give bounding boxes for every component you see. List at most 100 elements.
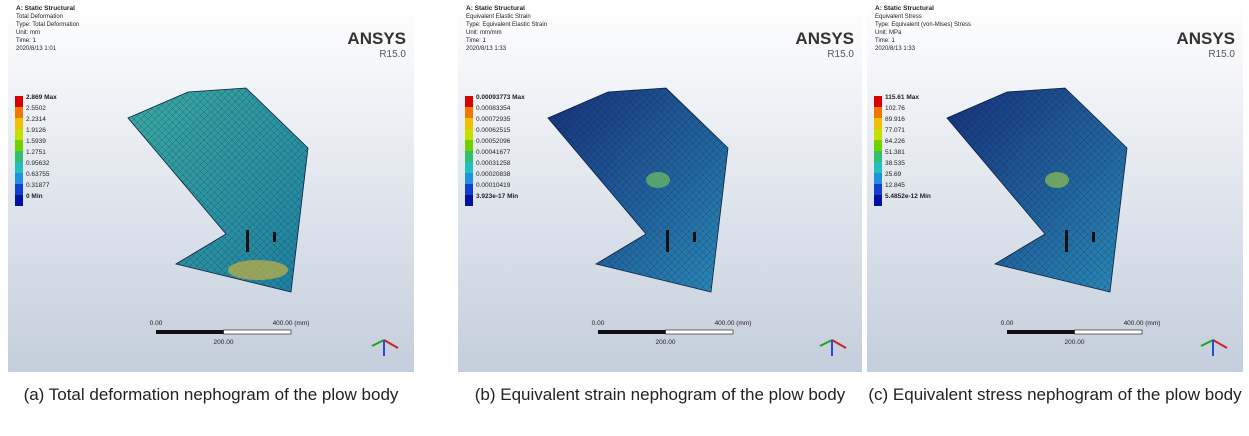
header-line: Time: 1 <box>466 38 486 44</box>
header-line: Type: Total Deformation <box>16 22 79 28</box>
legend-swatch <box>874 129 882 140</box>
legend-swatch <box>874 162 882 173</box>
caption: (c) Equivalent stress nephogram of the p… <box>859 384 1249 406</box>
scale-bar-black <box>1007 330 1075 334</box>
logo: ANSYS <box>795 29 854 48</box>
legend-swatch <box>15 96 23 107</box>
scale-mid: 200.00 <box>656 339 676 346</box>
header-line: Equivalent Stress <box>875 14 922 20</box>
legend-label: 0.00052096 <box>476 138 511 145</box>
scale-start: 0.00 <box>592 320 605 327</box>
legend-label: 0.00031258 <box>476 160 511 167</box>
header-line: Time: 1 <box>16 38 36 44</box>
version: R15.0 <box>827 49 854 60</box>
header-line: Unit: MPa <box>875 30 902 36</box>
legend-swatch <box>874 96 882 107</box>
legend-swatch <box>15 184 23 195</box>
caption: (b) Equivalent strain nephogram of the p… <box>450 384 870 406</box>
header-line: A: Static Structural <box>875 5 934 12</box>
legend-label: 38.535 <box>885 160 905 167</box>
hot-spot <box>228 260 288 280</box>
legend-label: 3.923e-17 Min <box>476 193 518 200</box>
scale-bar-white <box>1075 330 1143 334</box>
legend-swatch <box>465 107 473 118</box>
scale-bar-black <box>598 330 666 334</box>
slot <box>1092 232 1095 242</box>
ansys-view: A: Static Structural Total Deformation Typ… <box>8 0 414 372</box>
legend-label: 0.00093773 Max <box>476 94 525 101</box>
scale-start: 0.00 <box>150 320 163 327</box>
legend-swatch <box>465 118 473 129</box>
version: R15.0 <box>379 49 406 60</box>
scale-bar-black <box>156 330 224 334</box>
legend-label: 0.31877 <box>26 182 50 189</box>
slot <box>693 232 696 242</box>
legend-swatch <box>465 96 473 107</box>
legend-swatch <box>874 184 882 195</box>
logo: ANSYS <box>1176 29 1235 48</box>
legend-label: 0 Min <box>26 193 43 200</box>
legend-label: 0.95632 <box>26 160 50 167</box>
legend-label: 0.00020838 <box>476 171 511 178</box>
legend-swatch <box>465 184 473 195</box>
legend-label: 2.5502 <box>26 105 46 112</box>
legend-label: 0.63755 <box>26 171 50 178</box>
slot <box>273 232 276 242</box>
legend-swatch <box>465 173 473 184</box>
legend-label: 0.00010419 <box>476 182 511 189</box>
scale-start: 0.00 <box>1001 320 1014 327</box>
legend-label: 1.2751 <box>26 149 46 156</box>
legend-label: 12.845 <box>885 182 905 189</box>
legend-swatch <box>465 195 473 206</box>
legend-label: 5.4852e-12 Min <box>885 193 931 200</box>
legend-label: 64.226 <box>885 138 905 145</box>
legend-swatch <box>15 162 23 173</box>
scale-end: 400.00 (mm) <box>273 320 310 327</box>
header-line: Time: 1 <box>875 38 895 44</box>
hot-spot <box>1045 172 1069 188</box>
legend-label: 0.00041677 <box>476 149 511 156</box>
scale-end: 400.00 (mm) <box>1124 320 1161 327</box>
scale-bar-white <box>224 330 292 334</box>
legend-label: 0.00083354 <box>476 105 511 112</box>
legend-swatch <box>465 129 473 140</box>
scale-end: 400.00 (mm) <box>715 320 752 327</box>
legend-swatch <box>874 140 882 151</box>
logo: ANSYS <box>347 29 406 48</box>
header-line: Equivalent Elastic Strain <box>466 14 531 20</box>
scale-mid: 200.00 <box>1065 339 1085 346</box>
legend-swatch <box>874 118 882 129</box>
legend-swatch <box>15 151 23 162</box>
header-line: A: Static Structural <box>16 5 75 12</box>
header-line: A: Static Structural <box>466 5 525 12</box>
legend-swatch <box>15 173 23 184</box>
scale-mid: 200.00 <box>214 339 234 346</box>
legend-swatch <box>15 118 23 129</box>
header-line: Type: Equivalent Elastic Strain <box>466 22 547 28</box>
slot <box>1065 230 1068 252</box>
header-line: Total Deformation <box>16 14 63 20</box>
ansys-view: A: Static StructuralEquivalent StressTyp… <box>867 0 1243 372</box>
legend-swatch <box>874 173 882 184</box>
slot <box>666 230 669 252</box>
hot-spot <box>646 172 670 188</box>
legend-label: 25.69 <box>885 171 902 178</box>
legend-label: 0.00072935 <box>476 116 511 123</box>
legend-swatch <box>15 129 23 140</box>
header-line: 2020/8/13 1:33 <box>466 46 507 52</box>
figure: A: Static Structural Total Deformation Typ… <box>0 0 1249 436</box>
scale-bar-white <box>666 330 734 334</box>
legend-label: 89.916 <box>885 116 905 123</box>
legend-swatch <box>465 162 473 173</box>
header-line: Unit: mm <box>16 30 40 36</box>
caption: (a) Total deformation nephogram of the p… <box>0 384 422 406</box>
legend-label: 115.61 Max <box>885 94 919 101</box>
legend-label: 2.2314 <box>26 116 46 123</box>
legend-swatch <box>15 195 23 206</box>
legend-label: 1.9126 <box>26 127 46 134</box>
version: R15.0 <box>1208 49 1235 60</box>
legend-label: 77.071 <box>885 127 905 134</box>
legend-swatch <box>15 140 23 151</box>
legend-swatch <box>874 107 882 118</box>
header-line: 2020/8/13 1:33 <box>875 46 916 52</box>
